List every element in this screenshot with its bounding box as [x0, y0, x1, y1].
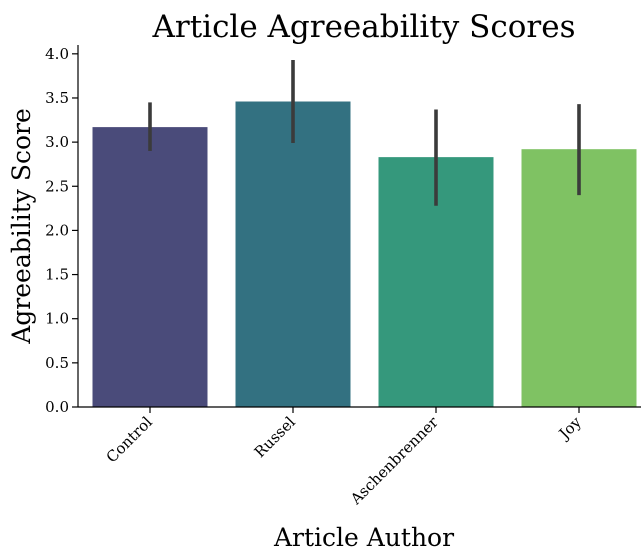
- bars: [92, 101, 637, 408]
- x-axis-ticks: Control Russel Aschenbrenner Joy: [103, 407, 585, 509]
- y-axis-title: Agreeability Score: [7, 108, 36, 345]
- bar-control: [92, 127, 208, 408]
- x-axis-title: Article Author: [273, 523, 454, 547]
- y-tick-label: 0.5: [45, 354, 69, 372]
- y-tick-label: 3.5: [45, 89, 69, 107]
- y-tick-label: 1.0: [45, 310, 69, 328]
- y-tick-label: 4.0: [45, 45, 69, 63]
- y-tick-label: 1.5: [45, 266, 69, 284]
- x-tick-label: Control: [103, 413, 156, 466]
- y-tick-label: 2.0: [45, 221, 69, 239]
- chart-title: Article Agreeability Scores: [151, 9, 575, 45]
- y-tick-label: 0.0: [45, 398, 69, 416]
- y-tick-label: 3.0: [45, 133, 69, 151]
- x-tick-label: Joy: [554, 413, 585, 444]
- x-tick-label: Russel: [251, 413, 299, 461]
- y-tick-label: 2.5: [45, 177, 69, 195]
- y-axis-ticks: 0.0 0.5 1.0 1.5 2.0 2.5 3.0 3.5 4.0: [45, 45, 78, 416]
- bar-russel: [235, 101, 351, 407]
- x-tick-label: Aschenbrenner: [346, 413, 442, 509]
- error-bars: [148, 60, 581, 206]
